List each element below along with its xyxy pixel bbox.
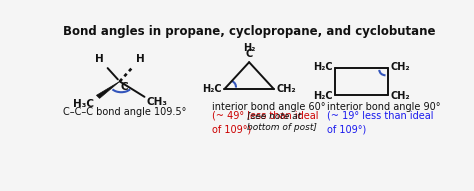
Text: H: H: [136, 54, 145, 65]
Text: H₂C: H₂C: [202, 84, 222, 94]
Text: CH₃: CH₃: [146, 97, 167, 107]
Text: CH₂: CH₂: [390, 91, 410, 101]
Text: Bond angles in propane, cyclopropane, and cyclobutane: Bond angles in propane, cyclopropane, an…: [63, 25, 436, 38]
Text: H₃C: H₃C: [73, 99, 94, 109]
Polygon shape: [96, 81, 120, 98]
Text: CH₂: CH₂: [390, 62, 410, 72]
Text: (~ 49° less than ideal
of 109°): (~ 49° less than ideal of 109°): [212, 111, 319, 135]
Text: H: H: [95, 54, 104, 65]
Text: C–C–C bond angle 109.5°: C–C–C bond angle 109.5°: [63, 107, 186, 117]
Text: H₂: H₂: [243, 43, 255, 53]
Text: C: C: [246, 49, 253, 59]
Text: C: C: [120, 82, 128, 92]
Text: CH₂: CH₂: [276, 84, 296, 94]
Text: interior bond angle 90°: interior bond angle 90°: [327, 102, 440, 112]
Text: interior bond angle 60°: interior bond angle 60°: [212, 102, 326, 112]
Text: [see note at
bottom of post]: [see note at bottom of post]: [247, 111, 317, 132]
Text: (~ 19° less than ideal
of 109°): (~ 19° less than ideal of 109°): [327, 111, 433, 135]
Text: H₂C: H₂C: [313, 62, 333, 72]
Text: H₂C: H₂C: [313, 91, 333, 101]
